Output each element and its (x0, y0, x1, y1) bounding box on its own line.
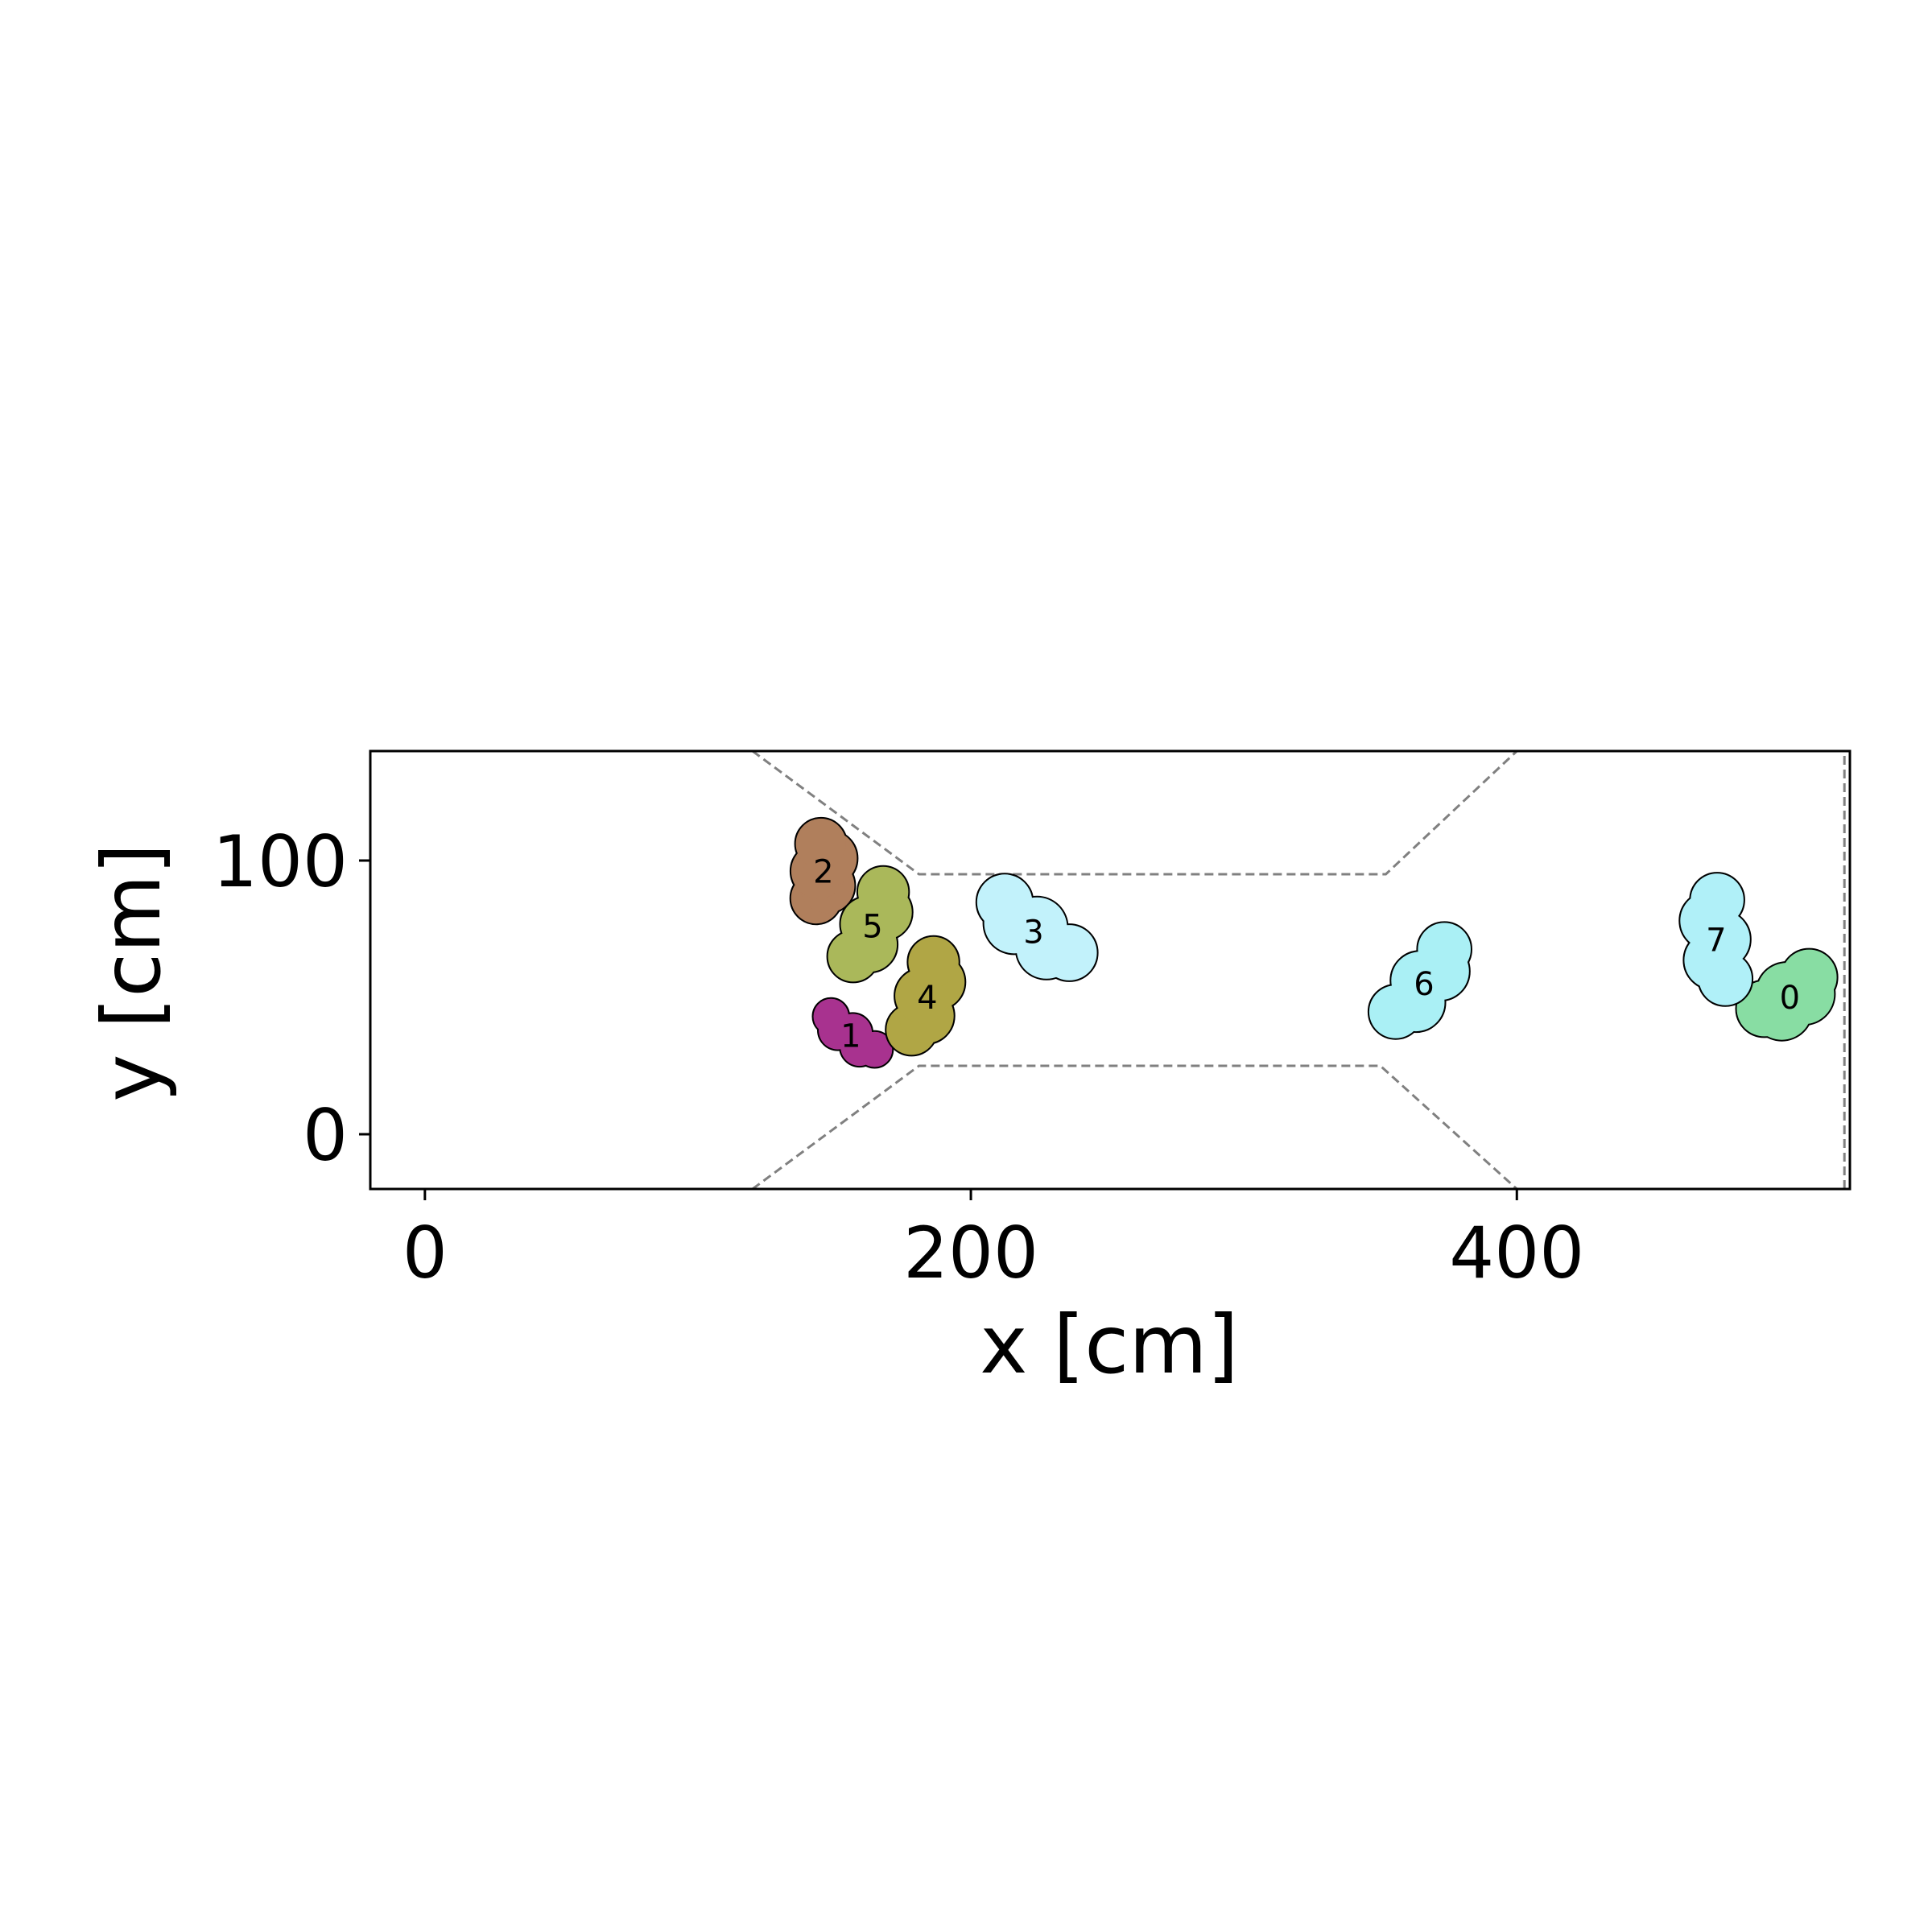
boundary-lower-line (751, 1064, 1518, 1189)
plot-content: 0 1 2 3 45 6 7 (370, 751, 1850, 1189)
x-axis-label: x [cm] (980, 1298, 1238, 1392)
agent-3-body-4 (1042, 925, 1097, 980)
agent-3: 3 (975, 873, 1099, 982)
agent-5: 5 (826, 865, 914, 984)
y-axis-label: y [cm] (85, 843, 179, 1101)
y-tick-label-0: 0 (303, 1094, 348, 1177)
x-tick-label-0: 0 (402, 1212, 448, 1294)
agent-5-body-4 (857, 866, 909, 918)
agent-1-label: 1 (840, 1018, 861, 1055)
x-tick-label-400: 400 (1449, 1212, 1584, 1294)
agent-3-label: 3 (1023, 914, 1043, 951)
agent-7-body-4 (1699, 952, 1752, 1005)
agent-7-label: 7 (1706, 923, 1726, 960)
agent-6-label: 6 (1414, 966, 1434, 1003)
agent-1: 1 (811, 997, 894, 1069)
plot-area: 0 1 2 3 45 6 7 (369, 749, 1852, 1191)
y-axis: 0 100 (213, 820, 370, 1177)
agent-4: 4 (885, 935, 967, 1057)
agent-6-body-4 (1418, 923, 1471, 976)
x-axis: 0 200 400 (402, 1189, 1584, 1294)
agent-5-label: 5 (862, 909, 882, 946)
x-tick-label-200: 200 (903, 1212, 1038, 1294)
agent-7: 7 (1678, 872, 1754, 1007)
y-tick-label-100: 100 (213, 820, 348, 903)
agent-0: 0 (1735, 947, 1839, 1042)
agent-2: 2 (789, 816, 859, 926)
agent-0-body-4 (1781, 949, 1837, 1005)
axes-frame (369, 749, 1852, 1191)
agent-4-label: 4 (917, 980, 937, 1017)
agent-4-body-4 (908, 936, 959, 988)
boundary-upper-line (751, 751, 1518, 876)
agent-2-label: 2 (813, 854, 833, 891)
agent-1-body-4 (857, 1031, 893, 1067)
agent-2-body-4 (795, 818, 846, 869)
agent-6: 6 (1367, 921, 1472, 1040)
agent-0-label: 0 (1780, 980, 1800, 1017)
